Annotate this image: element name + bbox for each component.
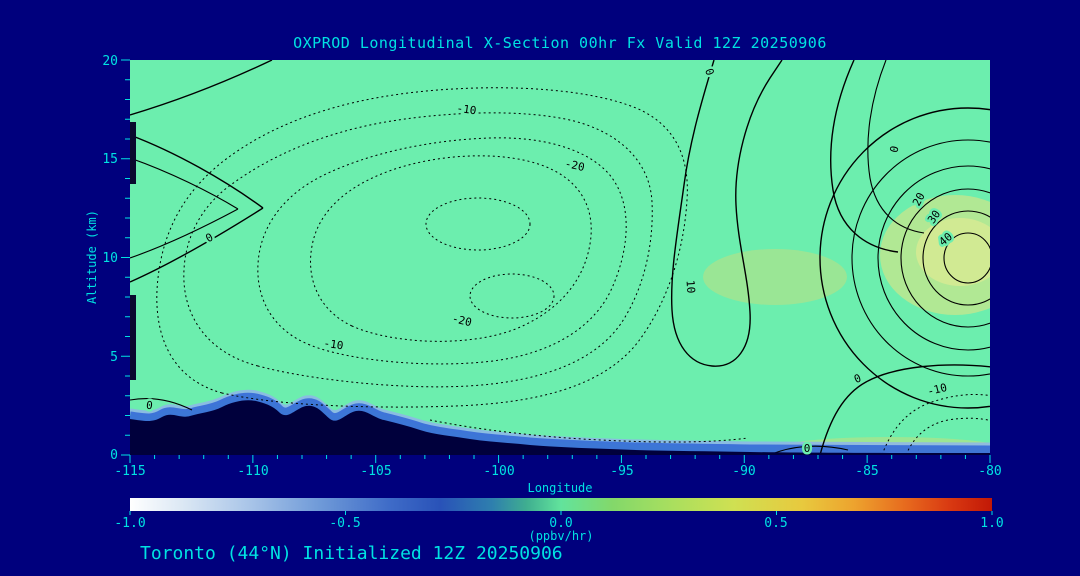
x-tick-label: -80 — [978, 464, 1001, 479]
y-tick-label: 15 — [102, 152, 118, 167]
contour-label: -10 — [456, 102, 477, 118]
colorbar-tick-label: -1.0 — [114, 516, 145, 531]
plot-area — [130, 60, 990, 455]
y-axis-ticks — [121, 59, 130, 456]
colorbar-gradient — [130, 498, 992, 511]
x-tick-label: -90 — [732, 464, 755, 479]
plot-content — [130, 60, 990, 455]
contour-lines — [130, 60, 990, 455]
y-axis-title: Altitude (km) — [85, 210, 99, 304]
colorbar-tick-label: 1.0 — [980, 516, 1003, 531]
terrain-silhouette — [130, 400, 990, 455]
contour-label: 10 — [684, 280, 698, 294]
x-axis-tick-labels: -115 -110 -105 -100 -95 -90 -85 -80 — [114, 464, 1001, 479]
y-axis-tick-labels: 20 15 10 5 0 — [102, 54, 118, 463]
contour-label: 0 — [804, 442, 811, 455]
colorbar-tick-label: 0.0 — [549, 516, 572, 531]
contour-label: -10 — [323, 337, 344, 353]
x-tick-label: -95 — [610, 464, 633, 479]
x-axis-title: Longitude — [527, 481, 592, 495]
colorbar-tick-label: 0.5 — [764, 516, 787, 531]
colorbar-tick-label: -0.5 — [329, 516, 360, 531]
x-tick-label: -115 — [114, 464, 145, 479]
x-tick-label: -105 — [360, 464, 391, 479]
x-axis-ticks — [129, 455, 991, 463]
x-tick-label: -100 — [483, 464, 514, 479]
left-edge-dark-strips — [130, 122, 136, 380]
positive-shading-patches — [703, 195, 990, 455]
colorbar-units-label: (ppbv/hr) — [528, 529, 593, 543]
contour-label: -10 — [926, 381, 948, 398]
y-tick-label: 10 — [102, 251, 118, 266]
y-tick-label: 0 — [110, 448, 118, 463]
figure-title: OXPROD Longitudinal X-Section 00hr Fx Va… — [293, 34, 827, 52]
figure-footer: Toronto (44°N) Initialized 12Z 20250906 — [140, 543, 563, 564]
colorbar-ticks — [129, 511, 993, 515]
y-tick-label: 20 — [102, 54, 118, 69]
x-tick-label: -110 — [237, 464, 268, 479]
x-tick-label: -85 — [855, 464, 878, 479]
contour-label: 0 — [145, 399, 153, 413]
terrain-blue-fringe — [130, 389, 990, 455]
colorbar: -1.0 -0.5 0.0 0.5 1.0 (ppbv/hr) — [114, 498, 1004, 543]
y-tick-label: 5 — [110, 350, 118, 365]
